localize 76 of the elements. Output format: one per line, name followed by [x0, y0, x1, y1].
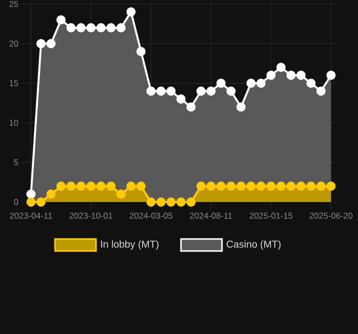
point — [156, 197, 166, 207]
point — [96, 23, 106, 32]
point — [46, 189, 56, 199]
y-tick-label: 10 — [10, 120, 18, 126]
point — [146, 86, 156, 96]
point — [36, 38, 46, 48]
x-tick-label: 2023-10-01 — [70, 212, 112, 219]
legend-label: Casino (MT) — [226, 240, 281, 250]
point — [96, 182, 106, 191]
y-tick-label: 0 — [14, 198, 18, 205]
point — [206, 86, 216, 96]
point — [206, 182, 216, 191]
x-tick-label: 2023-04-11 — [10, 212, 52, 219]
x-tick-label: 2025-01-15 — [250, 212, 292, 219]
point — [56, 15, 66, 24]
point — [306, 78, 316, 88]
point — [26, 197, 36, 207]
point — [276, 182, 286, 191]
point — [316, 182, 326, 191]
point — [236, 102, 246, 112]
point — [166, 86, 176, 96]
point — [266, 70, 276, 80]
y-tick-label: 20 — [9, 40, 18, 47]
point — [326, 182, 336, 191]
point — [106, 23, 116, 32]
point — [196, 86, 206, 96]
point — [136, 46, 146, 56]
point — [176, 94, 186, 104]
point — [226, 182, 236, 191]
point — [146, 197, 156, 207]
point — [316, 86, 326, 96]
point — [226, 86, 236, 96]
point — [156, 86, 166, 96]
point — [246, 78, 256, 88]
point — [256, 78, 266, 88]
point — [166, 197, 176, 207]
point — [116, 189, 126, 199]
point — [276, 62, 286, 72]
point — [286, 70, 296, 80]
point — [286, 182, 296, 191]
point — [76, 182, 86, 191]
y-tick-label: 5 — [14, 159, 18, 166]
point — [236, 182, 246, 191]
point — [36, 197, 46, 207]
point — [66, 23, 76, 32]
point — [136, 182, 146, 191]
point — [126, 182, 136, 191]
y-tick-label: 25 — [9, 0, 18, 7]
point — [116, 23, 126, 32]
point — [176, 197, 186, 207]
x-tick-label: 2024-08-11 — [190, 212, 232, 219]
y-tick-label: 15 — [10, 80, 18, 86]
point — [26, 189, 36, 199]
point — [266, 182, 276, 191]
point — [296, 182, 306, 191]
x-tick-label: 2024-03-05 — [130, 212, 172, 219]
point — [86, 182, 96, 191]
point — [56, 182, 66, 191]
point — [76, 23, 86, 32]
point — [126, 7, 136, 17]
point — [256, 182, 266, 191]
x-tick-label: 2025-06-20 — [310, 212, 352, 219]
point — [196, 182, 206, 191]
point — [46, 38, 56, 48]
point — [296, 70, 306, 80]
point — [216, 182, 226, 191]
point — [216, 78, 226, 88]
point — [186, 197, 196, 207]
point — [306, 182, 316, 191]
point — [86, 23, 96, 32]
point — [186, 102, 196, 112]
point — [326, 70, 336, 80]
point — [106, 182, 116, 191]
point — [66, 182, 76, 191]
legend-label: In lobby (MT) — [101, 240, 158, 250]
point — [246, 182, 256, 191]
